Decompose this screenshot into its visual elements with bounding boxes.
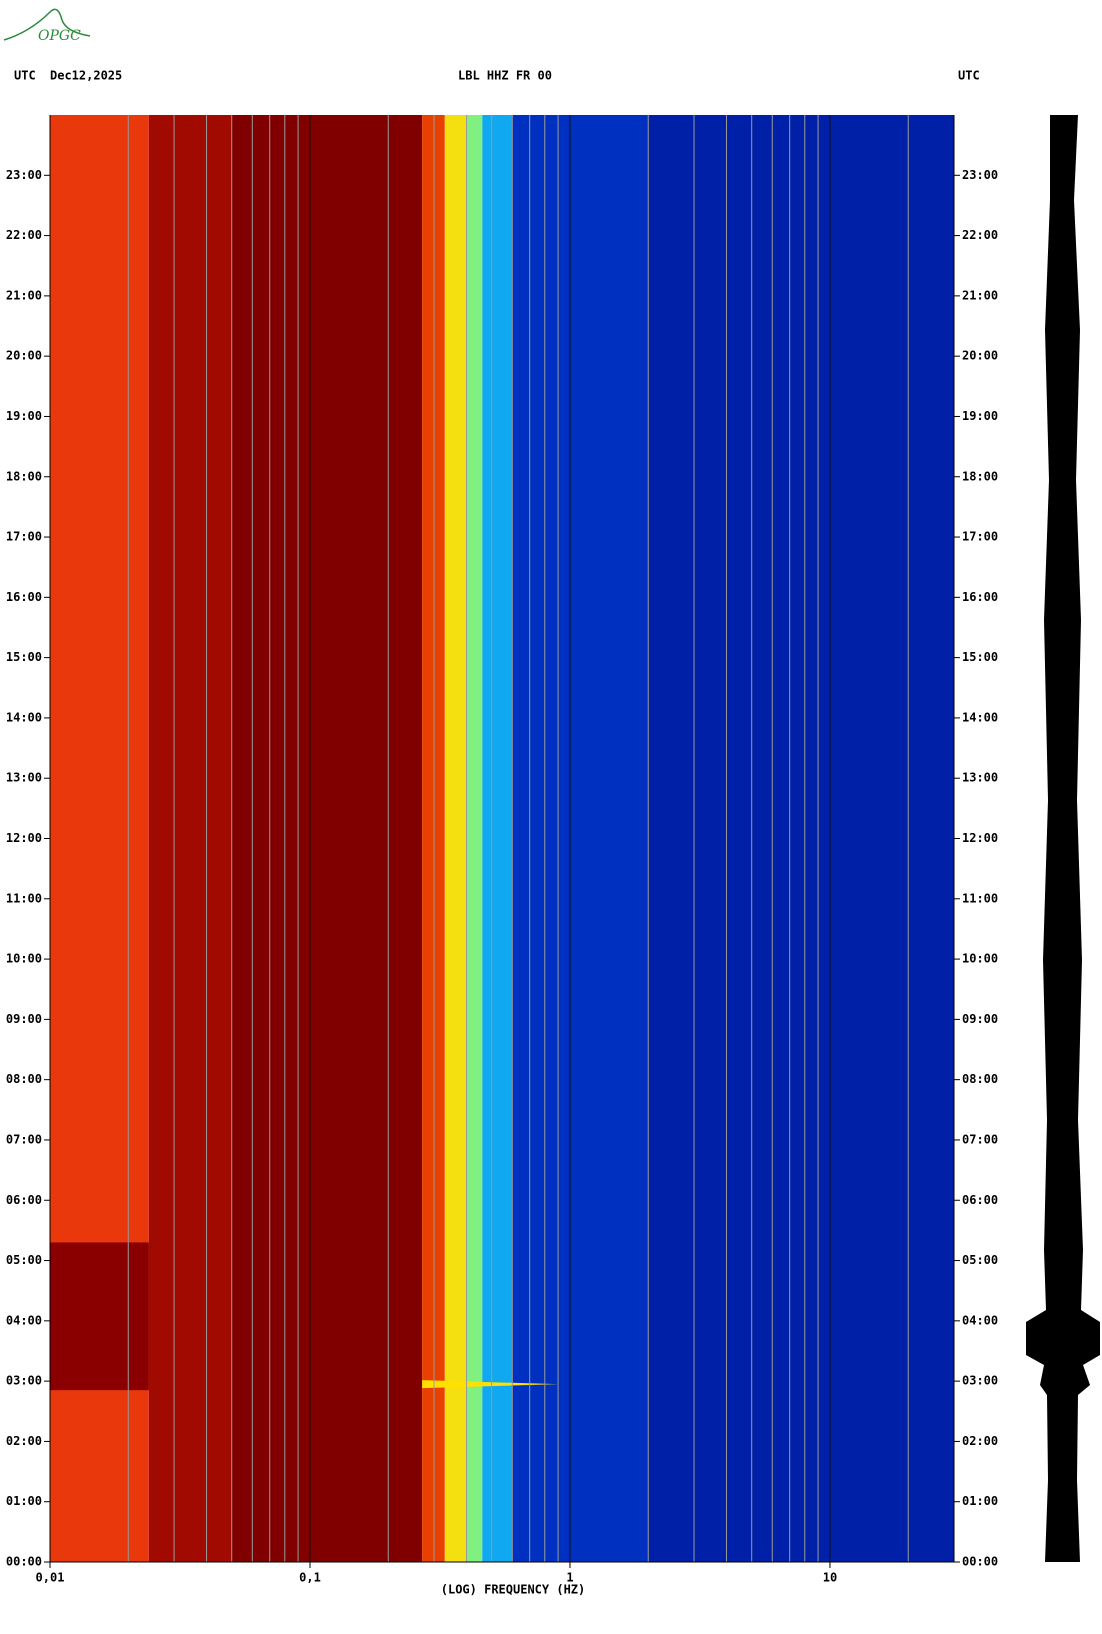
y-tick-label: 06:00 — [6, 1193, 42, 1207]
x-tick-label: 10 — [823, 1571, 837, 1585]
spectral-band — [482, 115, 513, 1562]
spectral-band — [231, 115, 423, 1562]
y-tick-label: 19:00 — [962, 409, 998, 423]
y-tick-label: 12:00 — [6, 831, 42, 845]
x-axis-label: (LOG) FREQUENCY (HZ) — [441, 1583, 586, 1597]
y-tick-label: 14:00 — [962, 710, 998, 724]
y-tick-label: 17:00 — [6, 530, 42, 544]
y-tick-label: 02:00 — [6, 1434, 42, 1448]
y-tick-label: 22:00 — [6, 228, 42, 242]
y-tick-label: 08:00 — [6, 1072, 42, 1086]
y-tick-label: 21:00 — [962, 288, 998, 302]
y-tick-label: 23:00 — [6, 168, 42, 182]
y-tick-label: 19:00 — [6, 409, 42, 423]
y-tick-label: 18:00 — [6, 469, 42, 483]
spectral-band — [444, 115, 467, 1562]
spectral-band — [148, 115, 232, 1562]
y-tick-label: 11:00 — [962, 891, 998, 905]
spectral-band — [512, 115, 649, 1562]
right-header: UTC — [958, 69, 980, 83]
y-tick-label: 07:00 — [6, 1132, 42, 1146]
y-tick-label: 16:00 — [962, 590, 998, 604]
y-tick-label: 00:00 — [6, 1555, 42, 1569]
y-tick-label: 10:00 — [962, 952, 998, 966]
x-tick-label: 0,1 — [299, 1571, 321, 1585]
y-tick-label: 06:00 — [962, 1193, 998, 1207]
y-tick-label: 01:00 — [6, 1494, 42, 1508]
date: Dec12,2025 — [50, 69, 122, 83]
y-tick-label: 20:00 — [962, 349, 998, 363]
y-tick-label: 05:00 — [6, 1253, 42, 1267]
chart-title: LBL HHZ FR 00 — [458, 69, 552, 83]
y-tick-label: 01:00 — [962, 1494, 998, 1508]
y-tick-label: 18:00 — [962, 469, 998, 483]
y-tick-label: 17:00 — [962, 530, 998, 544]
y-tick-label: 04:00 — [6, 1313, 42, 1327]
logo-mark — [3, 8, 91, 41]
spectral-band — [648, 115, 954, 1562]
y-tick-label: 22:00 — [962, 228, 998, 242]
y-tick-label: 11:00 — [6, 891, 42, 905]
x-tick-label: 0,01 — [36, 1571, 65, 1585]
y-tick-label: 13:00 — [6, 771, 42, 785]
event — [422, 1380, 559, 1389]
left-header: UTC — [14, 69, 36, 83]
y-tick-label: 04:00 — [962, 1313, 998, 1327]
y-tick-label: 20:00 — [6, 349, 42, 363]
y-tick-label: 12:00 — [962, 831, 998, 845]
logo: OPGC — [38, 28, 81, 44]
spectral-band — [422, 115, 445, 1562]
quiet-period — [50, 1242, 149, 1391]
y-tick-label: 02:00 — [962, 1434, 998, 1448]
y-tick-label: 21:00 — [6, 288, 42, 302]
y-tick-label: 15:00 — [962, 650, 998, 664]
y-tick-label: 05:00 — [962, 1253, 998, 1267]
y-tick-label: 03:00 — [6, 1374, 42, 1388]
x-tick-label: 1 — [566, 1571, 573, 1585]
y-tick-label: 15:00 — [6, 650, 42, 664]
waveform — [1026, 115, 1100, 1562]
y-tick-label: 00:00 — [962, 1555, 998, 1569]
y-tick-label: 13:00 — [962, 771, 998, 785]
y-tick-label: 10:00 — [6, 952, 42, 966]
y-tick-label: 07:00 — [962, 1132, 998, 1146]
y-tick-label: 23:00 — [962, 168, 998, 182]
y-tick-label: 16:00 — [6, 590, 42, 604]
y-tick-label: 14:00 — [6, 710, 42, 724]
y-tick-label: 09:00 — [6, 1012, 42, 1026]
y-tick-label: 03:00 — [962, 1374, 998, 1388]
spectral-band — [466, 115, 483, 1562]
y-tick-label: 09:00 — [962, 1012, 998, 1026]
y-tick-label: 08:00 — [962, 1072, 998, 1086]
